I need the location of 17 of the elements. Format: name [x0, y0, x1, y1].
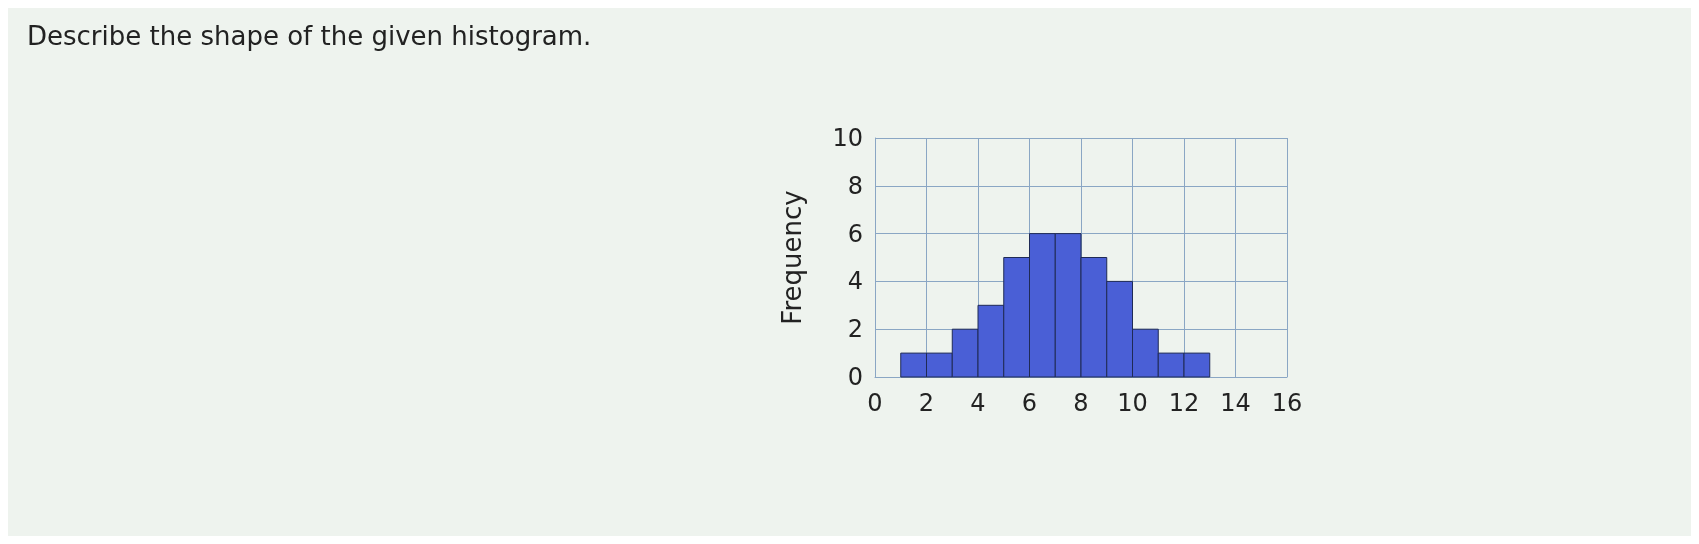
y-tick-label: 0 [847, 363, 863, 391]
y-axis-title: Frequency [777, 190, 807, 325]
x-tick-label: 16 [1271, 389, 1303, 417]
x-tick-label: 2 [918, 389, 935, 417]
y-tick-label: 4 [847, 267, 863, 296]
text: Describe the shape of the given histogram. [27, 21, 592, 51]
y-tick-label: 8 [847, 171, 863, 200]
y-tick-label: 2 [847, 315, 863, 344]
x-tick-label: 4 [970, 389, 986, 417]
x-tick-label: 14 [1220, 389, 1251, 417]
x-tick-label: 6 [1021, 389, 1038, 417]
y-tick-label: 6 [847, 219, 863, 248]
y-tick-label: 10 [832, 124, 863, 152]
x-tick-label: 0 [867, 389, 883, 417]
x-tick-label: 12 [1168, 389, 1200, 417]
x-tick-label: 8 [1073, 389, 1089, 417]
x-tick-label: 10 [1117, 389, 1148, 417]
